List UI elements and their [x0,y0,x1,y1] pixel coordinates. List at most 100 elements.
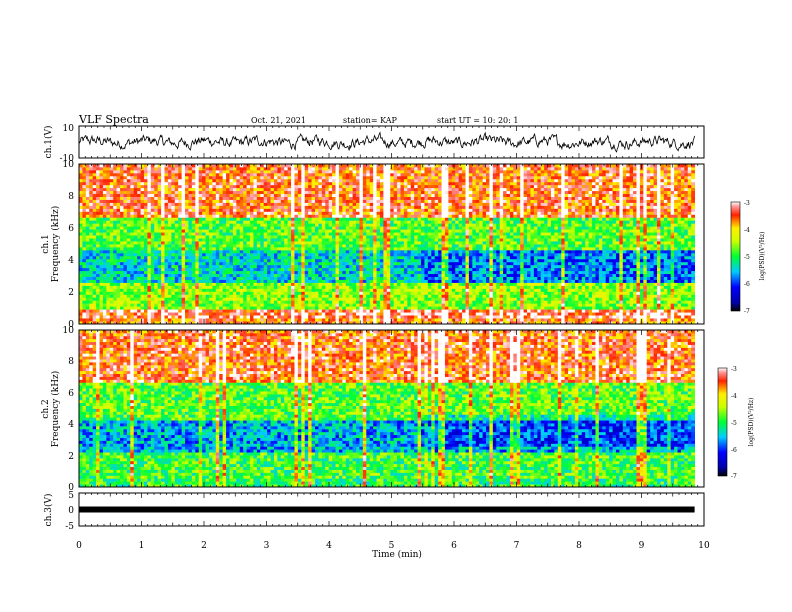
spectrogram-cell [154,273,159,277]
spectrogram-cell [383,244,388,248]
spectrogram-cell [475,249,480,254]
spectrogram-cell [246,294,251,298]
spectrogram-cell [581,288,586,292]
spectrogram-cell [619,297,624,301]
spectrogram-cell [393,321,398,325]
spectrogram-cell [455,321,460,325]
spectrogram-cell [250,273,254,277]
spectrogram-cell [167,261,172,266]
spectrogram-cell [410,264,415,269]
spectrogram-cell [188,273,193,277]
spectrogram-cell [574,300,579,304]
spectrogram-cell [527,246,531,251]
spectrogram-cell [362,318,367,322]
spectrogram-cell [527,249,531,254]
spectrogram-cell [482,267,487,272]
spectrogram-cell [595,285,600,289]
spectrogram-cell [102,315,107,319]
spectrogram-cell [509,273,514,277]
spectrogram-cell [465,258,470,263]
spectrogram-cell [691,318,696,322]
spectrogram-cell [253,309,258,313]
spectrogram-cell [321,300,326,304]
spectrogram-cell [106,252,111,257]
spectrogram-cell [229,300,234,304]
spectrogram-cell [174,321,179,325]
spectrogram-cell [403,300,408,304]
spectrogram-cell [273,276,278,280]
spectrogram-cell [568,255,572,260]
spectrogram-cell [663,276,668,280]
spectrogram-cell [455,306,460,310]
spectrogram-cell [595,312,600,316]
spectrogram-cell [496,276,501,280]
spectrogram-cell [605,255,610,260]
spectrogram-cell [277,285,282,289]
spectrogram-cell [332,309,336,313]
spectrogram-cell [379,258,384,263]
spectrogram-cell [304,276,309,280]
spectrogram-cell [222,312,227,316]
spectrogram-cell [451,252,456,257]
spectrogram-cell [89,270,94,275]
spectrogram-cell [154,315,159,319]
spectrogram-cell [407,309,412,313]
spectrogram-cell [465,264,470,269]
spectrogram-cell [297,244,302,248]
spectrogram-cell [513,285,518,289]
spectrogram-cell [191,276,196,280]
spectrogram-cell [253,312,258,316]
spectrogram-cell [667,282,672,286]
spectrogram-cell [386,246,391,251]
spectrogram-cell [256,244,261,248]
spectrogram-cell [421,279,425,283]
spectrogram-cell [291,303,295,307]
spectrogram-cell [102,285,107,289]
spectrogram-cell [639,285,644,289]
spectrogram-cell [253,291,258,295]
spectrogram-cell [444,294,449,298]
spectrogram-cell [342,255,347,260]
spectrogram-cell [533,267,538,272]
spectrogram-cell [441,246,446,251]
spectrogram-cell [256,270,261,275]
spectrogram-cell [523,276,528,280]
spectrogram-cell [342,318,347,322]
spectrogram-cell [222,249,227,254]
spectrogram-cell [167,294,172,298]
spectrogram-cell [386,249,391,254]
spectrogram-cell [619,273,624,277]
spectrogram-cell [332,300,336,304]
spectrogram-cell [554,264,559,269]
spectrogram-cell [677,267,682,272]
spectrogram-cell [479,261,483,266]
spectrogram-cell [657,285,661,289]
spectrogram-cell [414,267,418,272]
spectrogram-cell [660,306,665,310]
spectrogram-cell [530,273,535,277]
spectrogram-cell [308,318,312,322]
spectrogram-cell [222,244,227,248]
spectrogram-cell [301,285,306,289]
spectrogram-cell [89,244,94,248]
spectrogram-cell [137,300,141,304]
spectrogram-cell [595,303,600,307]
spectrogram-cell [482,285,487,289]
spectrogram-cell [243,261,247,266]
spectrogram-cell [677,309,682,313]
spectrogram-cell [185,291,189,295]
spectrogram-cell [263,246,268,251]
spectrogram-cell [369,273,374,277]
spectrogram-cell [400,309,405,313]
spectrogram-cell [468,309,473,313]
spectrogram-cell [123,258,128,263]
spectrogram-cell [482,258,487,263]
spectrogram-cell [619,291,624,295]
spectrogram-cell [219,288,224,292]
spectrogram-cell [260,249,265,254]
spectrogram-cell [619,261,624,266]
spectrogram-cell [434,312,439,316]
spectrogram-cell [349,252,354,257]
spectrogram-cell [362,321,367,325]
spectrogram-cell [373,261,377,266]
